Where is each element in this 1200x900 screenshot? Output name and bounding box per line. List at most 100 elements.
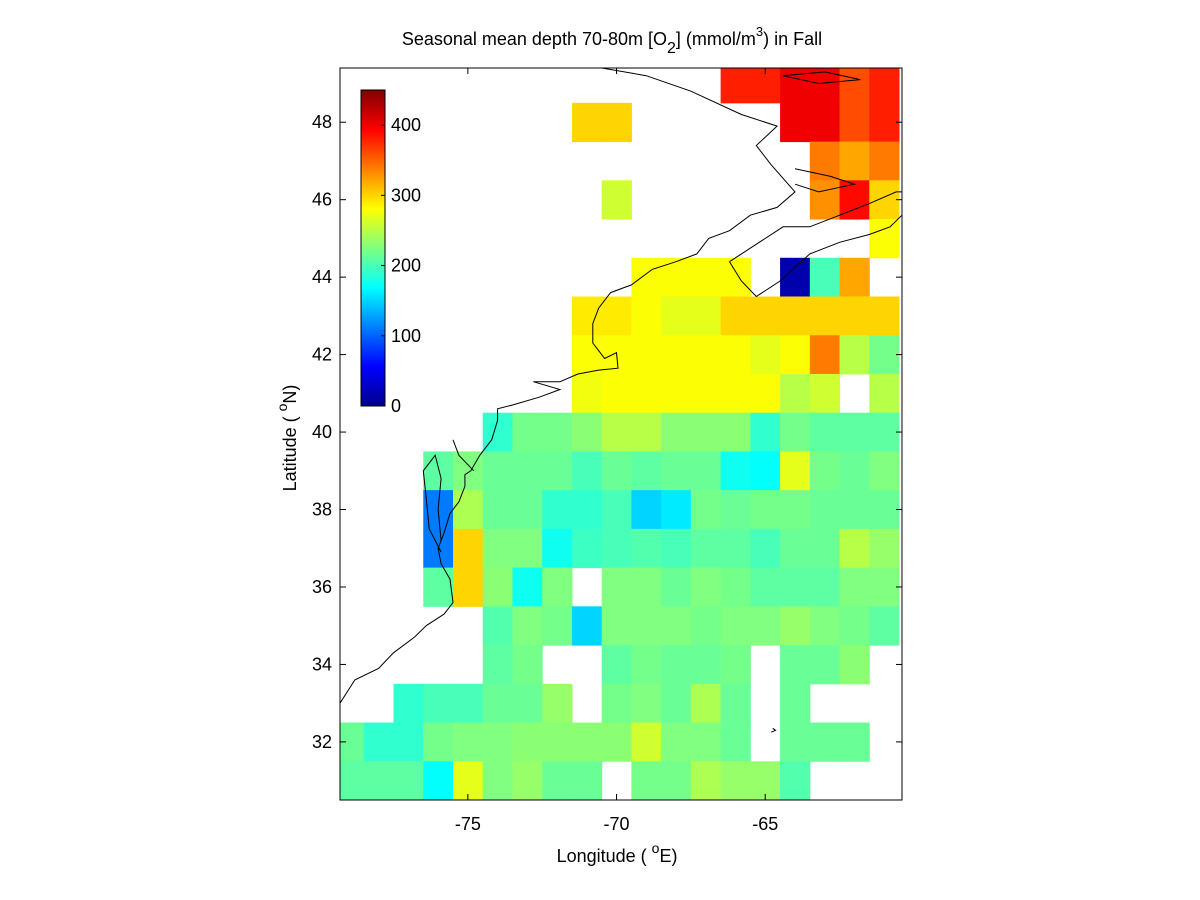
heatmap-cell xyxy=(780,257,811,298)
heatmap-cell xyxy=(631,373,662,414)
coastline xyxy=(339,67,903,733)
heatmap-cell xyxy=(661,683,692,724)
y-axis: 32 34 36 38 40 42 44 46 48 xyxy=(312,112,902,752)
heatmap-cell xyxy=(720,412,751,452)
heatmap-cell xyxy=(661,645,692,685)
colorbar-tick-label: 300 xyxy=(391,185,421,205)
heatmap-cell xyxy=(363,761,395,801)
heatmap-cell xyxy=(720,683,751,724)
heatmap-cell xyxy=(720,722,751,762)
heatmap-cell xyxy=(482,490,513,530)
heatmap-cell xyxy=(780,335,811,375)
y-tick-label: 40 xyxy=(312,422,332,442)
heatmap-cell xyxy=(780,490,811,530)
heatmap-cell xyxy=(512,490,543,530)
heatmap-cell xyxy=(542,567,573,607)
heatmap-cell xyxy=(809,335,841,375)
heatmap-cell xyxy=(542,722,573,762)
heatmap-cell xyxy=(601,451,632,491)
heatmap-cell xyxy=(839,296,870,336)
heatmap-cell xyxy=(512,722,543,762)
chart-title: Seasonal mean depth 70-80m [O2] (mmol/m3… xyxy=(402,24,822,57)
heatmap-cell xyxy=(661,722,692,762)
heatmap-cell xyxy=(631,451,662,491)
heatmap-cell xyxy=(452,567,484,607)
heatmap-cell xyxy=(839,335,870,375)
heatmap-cell xyxy=(869,219,900,259)
heatmap-cell xyxy=(571,373,603,414)
plot-frame xyxy=(339,67,903,801)
heatmap-cell xyxy=(809,645,841,685)
heatmap-cell xyxy=(809,102,841,143)
heatmap-cell xyxy=(869,490,900,530)
coastline-segment xyxy=(771,727,777,733)
heatmap-cell xyxy=(512,683,543,724)
heatmap-cell xyxy=(661,335,692,375)
heatmap-cell xyxy=(750,412,781,452)
heatmap-cell xyxy=(482,606,513,646)
heatmap-cell xyxy=(809,490,841,530)
coastline-segment xyxy=(422,454,442,553)
coastline-segment xyxy=(782,71,861,85)
heatmap-cell xyxy=(839,102,870,143)
x-axis: -75 -70 -65 xyxy=(455,68,778,834)
heatmap-cell xyxy=(542,412,573,452)
heatmap-cell xyxy=(690,606,722,646)
heatmap-cell xyxy=(542,683,573,724)
heatmap-cell xyxy=(542,606,573,646)
heatmap-cell xyxy=(482,645,513,685)
heatmap-cell xyxy=(601,567,632,607)
heatmap-cell xyxy=(690,373,722,414)
heatmap-cell xyxy=(340,761,365,801)
heatmap-cell xyxy=(869,141,900,181)
heatmap-cell xyxy=(452,490,484,530)
heatmap-cell xyxy=(780,451,811,491)
heatmap-cell xyxy=(571,490,603,530)
heatmap-cell xyxy=(750,373,781,414)
heatmap-cell xyxy=(809,606,841,646)
heatmap-cell xyxy=(601,373,632,414)
y-tick-label: 42 xyxy=(312,345,332,365)
heatmap-cell xyxy=(750,490,781,530)
heatmap-cell xyxy=(809,567,841,607)
x-tick-label: -70 xyxy=(604,814,630,834)
heatmap-cell xyxy=(601,102,632,143)
heatmap-cell xyxy=(482,528,513,569)
heatmap-cell xyxy=(839,68,870,104)
heatmap-cell xyxy=(482,451,513,491)
heatmap-cell xyxy=(631,761,662,801)
heatmap-cell xyxy=(661,761,692,801)
y-tick-label: 38 xyxy=(312,500,332,520)
heatmap-cell xyxy=(780,373,811,414)
heatmap-cell xyxy=(720,606,751,646)
heatmap-cell xyxy=(542,528,573,569)
colorbar: 0 100 200 300 400 xyxy=(360,89,421,416)
heatmap-cell xyxy=(720,257,751,298)
heatmap-cell xyxy=(869,68,900,104)
heatmap-cell xyxy=(482,761,513,801)
heatmap-cell xyxy=(720,68,751,104)
heatmap-cell xyxy=(690,296,722,336)
heatmap-cell xyxy=(512,761,543,801)
y-tick-label: 46 xyxy=(312,190,332,210)
heatmap-cell xyxy=(869,335,900,375)
heatmap-cell xyxy=(452,761,484,801)
colorbar-tick-label: 100 xyxy=(391,326,421,346)
heatmap-cell xyxy=(393,722,424,762)
heatmap-cell xyxy=(571,606,603,646)
colorbar-ticks: 0 100 200 300 400 xyxy=(381,115,421,416)
heatmap-cell xyxy=(601,722,632,762)
heatmap-cell xyxy=(631,567,662,607)
heatmap-cell xyxy=(690,567,722,607)
heatmap-cell xyxy=(661,606,692,646)
heatmap-cell xyxy=(780,645,811,685)
heatmap-cell xyxy=(869,102,900,143)
heatmap-cell xyxy=(839,645,870,685)
heatmap-cell xyxy=(720,335,751,375)
heatmap-cell xyxy=(512,567,543,607)
heatmap-cells xyxy=(340,68,900,801)
heatmap-cell xyxy=(750,606,781,646)
heatmap-cell xyxy=(393,761,424,801)
coastline-segment xyxy=(729,214,903,298)
